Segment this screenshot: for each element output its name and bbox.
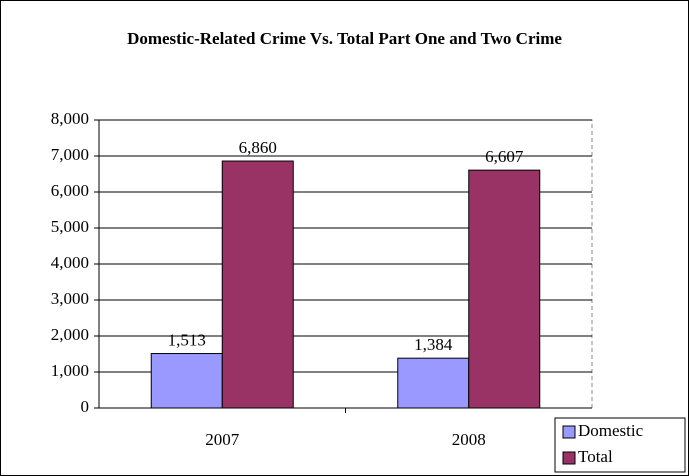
y-tick-label: 2,000	[51, 325, 89, 344]
y-tick-label: 6,000	[51, 181, 89, 200]
legend-label: Total	[578, 447, 613, 466]
value-label: 6,607	[485, 147, 524, 166]
bar	[150, 353, 223, 409]
legend-swatch	[562, 425, 576, 439]
value-label: 6,860	[239, 138, 277, 157]
value-label: 1,513	[168, 330, 206, 349]
title-box: Domestic-Related Crime Vs. Total Part On…	[0, 26, 689, 51]
x-tick-label: 2008	[452, 430, 486, 449]
y-tick-label: 3,000	[51, 289, 89, 308]
chart-title: Domestic-Related Crime Vs. Total Part On…	[127, 29, 562, 48]
x-tick-label: 2007	[205, 430, 240, 449]
legend-box	[554, 417, 686, 473]
bar	[221, 160, 294, 409]
bar	[397, 357, 470, 409]
legend-swatch	[562, 451, 576, 465]
y-tick-label: 1,000	[51, 361, 89, 380]
y-tick-label: 4,000	[51, 253, 89, 272]
y-tick-label: 8,000	[51, 109, 89, 128]
bar	[468, 169, 541, 409]
y-tick-label: 7,000	[51, 145, 89, 164]
y-tick-label: 0	[81, 397, 90, 416]
value-label: 1,384	[414, 335, 453, 354]
y-tick-label: 5,000	[51, 217, 89, 236]
legend-label: Domestic	[578, 421, 644, 440]
